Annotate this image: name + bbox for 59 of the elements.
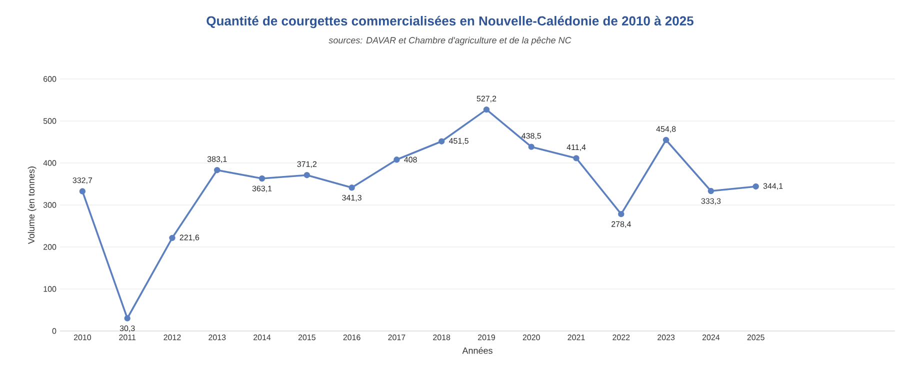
- data-label: 408: [404, 156, 417, 162]
- y-tick-label: 100: [44, 286, 56, 292]
- point: [169, 234, 176, 242]
- x-tick-label: 2010: [74, 334, 92, 340]
- data-label: 371,2: [297, 161, 317, 168]
- point: [662, 136, 670, 144]
- y-tick-label: 0: [52, 328, 56, 334]
- data-label: 30,3: [120, 325, 135, 332]
- x-tick-label: 2020: [522, 334, 540, 340]
- point: [348, 184, 355, 191]
- data-label: 527,2: [476, 96, 496, 102]
- data-label: 383,1: [207, 156, 227, 163]
- point: [438, 138, 445, 144]
- data-label: 454,8: [656, 126, 676, 133]
- y-tick-label: 300: [43, 202, 56, 208]
- x-tick-label: 2019: [478, 334, 495, 340]
- chart-subtitle: sources: DAVAR et Chambre d'agriculture et de la pêche NC: [328, 36, 572, 46]
- chart-title: Quantité de courgettes commercialisées en Nouvelle-Calédonie de 2010 à 2025: [206, 16, 694, 28]
- point: [752, 183, 759, 190]
- x-tick-label: 2024: [702, 334, 720, 340]
- data-label: 363,1: [252, 186, 272, 192]
- x-axis-title: Années: [462, 347, 492, 354]
- y-tick-label: 500: [43, 118, 56, 124]
- point: [258, 175, 266, 182]
- data-label: 333,3: [701, 198, 721, 205]
- point: [124, 315, 130, 322]
- x-tick-label: 2018: [433, 334, 450, 340]
- point: [528, 144, 534, 150]
- x-tick-label: 2021: [568, 334, 585, 340]
- data-label: 341,3: [342, 194, 362, 202]
- data-label: 344,1: [763, 183, 783, 190]
- x-tick-label: 2015: [298, 334, 316, 340]
- y-tick-label: 200: [44, 244, 56, 250]
- point: [708, 188, 714, 194]
- data-label: 438,5: [522, 133, 542, 140]
- point: [618, 210, 624, 218]
- point: [214, 166, 220, 174]
- y-tick-label: 600: [44, 76, 56, 82]
- x-tick-label: 2017: [388, 334, 406, 340]
- x-tick-label: 2012: [164, 334, 181, 340]
- data-label: 411,4: [566, 144, 586, 152]
- point: [573, 155, 580, 162]
- data-label: 451,5: [448, 138, 468, 145]
- x-tick-label: 2011: [119, 334, 136, 340]
- x-tick-label: 2023: [658, 334, 675, 340]
- x-tick-label: 2014: [254, 334, 271, 340]
- data-label: 332,7: [72, 177, 92, 184]
- y-tick-label: 400: [43, 160, 56, 166]
- x-tick-label: 2013: [208, 334, 226, 340]
- x-tick-label: 2025: [747, 334, 764, 340]
- point: [394, 156, 400, 163]
- data-label: 278,4: [612, 221, 631, 228]
- data-label: 221,6: [180, 234, 200, 242]
- point: [483, 106, 490, 113]
- point: [304, 172, 310, 178]
- x-tick-label: 2022: [612, 334, 630, 340]
- y-axis-title: Volume (en tonnes): [28, 166, 36, 244]
- x-tick-label: 2016: [343, 334, 360, 340]
- point: [79, 188, 86, 194]
